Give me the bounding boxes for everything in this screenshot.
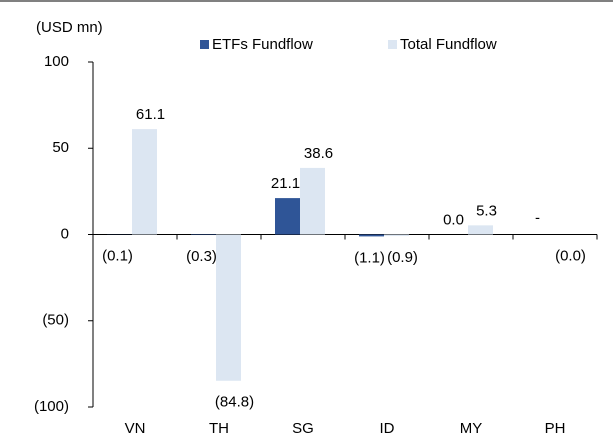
y-tick-label: 0: [61, 225, 69, 242]
value-label: (84.8): [215, 394, 254, 411]
bar: [300, 167, 325, 235]
value-label: -: [535, 209, 540, 226]
y-tick-label: (50): [42, 312, 69, 329]
y-tick-label: (100): [34, 398, 69, 415]
legend-swatch: [200, 40, 209, 49]
value-label: 38.6: [304, 145, 333, 162]
x-tick-label: SG: [292, 420, 314, 437]
bar: [275, 198, 300, 235]
legend-swatch: [388, 40, 397, 49]
value-label: (0.0): [555, 247, 586, 264]
value-label: (0.1): [102, 248, 133, 265]
x-tick-label: ID: [380, 420, 395, 437]
value-label: (1.1): [354, 249, 385, 266]
bar: [468, 225, 493, 235]
y-tick-label: 50: [52, 139, 69, 156]
value-label: 61.1: [136, 106, 165, 123]
legend-label: Total Fundflow: [400, 36, 497, 53]
value-label: 0.0: [443, 211, 464, 228]
bar: [359, 234, 384, 237]
bar: [384, 234, 409, 237]
bar: [191, 234, 216, 236]
x-tick-label: VN: [125, 420, 146, 437]
y-axis-label: (USD mn): [36, 19, 103, 36]
value-label: 5.3: [476, 202, 497, 219]
value-label: (0.9): [387, 249, 418, 266]
value-label: 21.1: [271, 175, 300, 192]
bar: [216, 234, 241, 381]
bar: [132, 129, 157, 235]
legend-label: ETFs Fundflow: [212, 36, 313, 53]
y-tick-label: 100: [44, 53, 69, 70]
x-tick-label: PH: [545, 420, 566, 437]
x-tick-label: TH: [209, 420, 229, 437]
x-tick-label: MY: [460, 420, 483, 437]
value-label: (0.3): [186, 248, 217, 265]
